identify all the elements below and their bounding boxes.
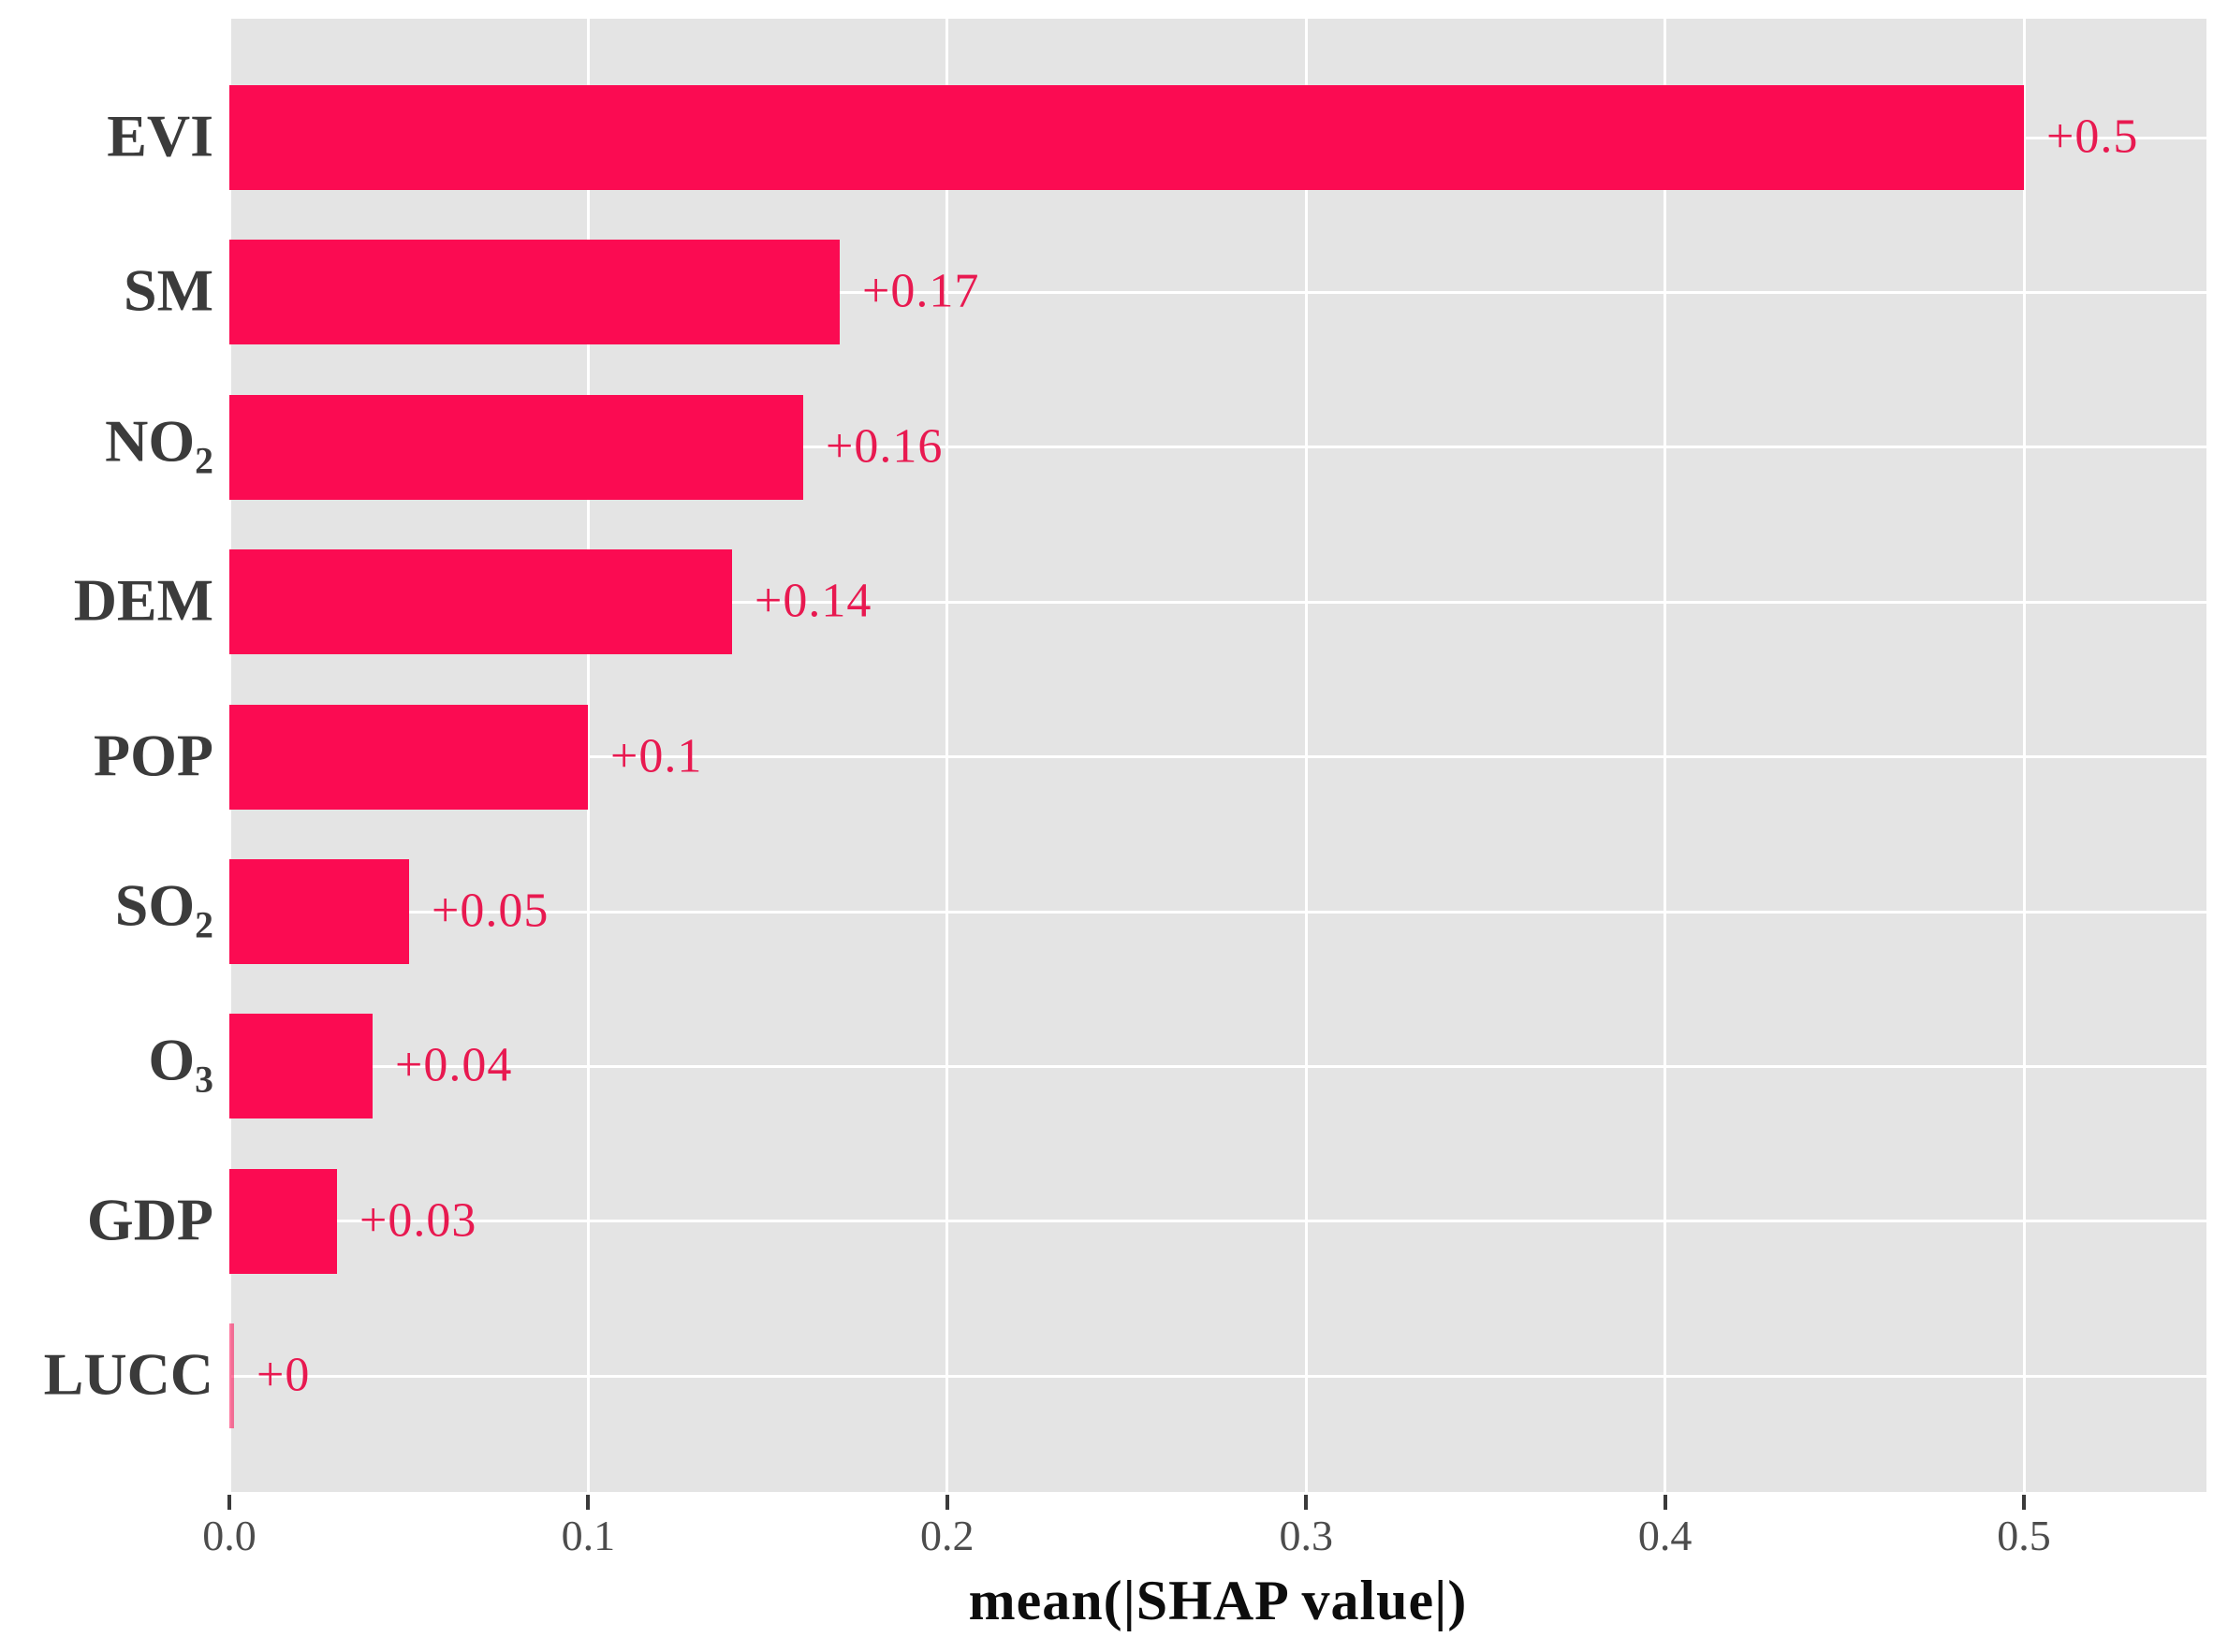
category-label: SM [0,261,213,321]
bar [229,394,803,500]
bar-value-label: +0.1 [610,728,703,782]
bar [229,85,2024,190]
category-label: SO2 [0,875,213,946]
category-label-subscript: 2 [195,440,213,482]
category-label-text: SM [124,257,213,325]
x-tick-mark [227,1495,231,1510]
gridline-vertical [1664,19,1667,1492]
x-tick-label: 0.1 [561,1512,616,1559]
gridline-vertical [1304,19,1308,1492]
bar-value-label: +0.5 [2046,110,2139,164]
category-label-text: LUCC [43,1340,213,1408]
bar-value-label: +0.05 [432,884,550,938]
category-label-subscript: 2 [195,904,213,946]
gridline-horizontal [229,910,2206,914]
gridline-horizontal [229,755,2206,759]
x-tick-label: 0.3 [1279,1512,1333,1559]
category-label: DEM [0,570,213,631]
x-tick-mark [1663,1495,1667,1510]
category-label-subscript: 3 [195,1060,213,1102]
gridline-horizontal [229,1064,2206,1068]
category-label: EVI [0,106,213,167]
bar [229,859,409,964]
category-label-text: POP [94,722,213,789]
x-tick-mark [945,1495,949,1510]
bar [229,1168,337,1274]
x-axis-title: mean(|SHAP value|) [968,1570,1468,1631]
x-tick-label: 0.2 [920,1512,975,1559]
x-tick-mark [2022,1495,2026,1510]
gridline-horizontal [229,600,2206,604]
plot-area: +0.5 +0.17 +0.16 +0.14 +0.1 +0.05 +0.04 +0.03 +0 [229,19,2206,1492]
gridline-vertical [586,19,590,1492]
bar-value-label: +0.17 [862,264,980,318]
x-tick-mark [1304,1495,1309,1510]
category-label: GDP [0,1190,213,1250]
x-tick-label: 0.5 [1997,1512,2051,1559]
gridline-horizontal [229,1220,2206,1223]
category-label-text: SO [114,871,196,939]
gridline-horizontal [229,1374,2206,1378]
bar [229,549,732,655]
bar [229,240,840,345]
bar [229,1323,234,1429]
category-label-text: DEM [73,566,213,634]
x-tick-mark [586,1495,591,1510]
category-label-text: EVI [107,102,213,169]
bar-value-label: +0.03 [359,1193,477,1248]
bar-value-label: +0.14 [755,574,872,628]
category-label-text: O [148,1027,196,1094]
x-tick-label: 0.0 [202,1512,257,1559]
bar [229,704,588,810]
gridline-vertical [2022,19,2026,1492]
category-label-text: GDP [86,1186,213,1253]
category-label: NO2 [0,411,213,480]
category-label: LUCC [0,1344,213,1405]
x-tick-label: 0.4 [1637,1512,1693,1559]
bar-value-label: +0 [257,1348,311,1402]
bar-value-label: +0.16 [826,419,944,474]
gridline-horizontal [229,290,2206,294]
bar [229,1014,373,1119]
gridline-vertical [945,19,949,1492]
category-label: POP [0,725,213,785]
gridline-horizontal [229,446,2206,449]
category-label-text: NO [105,407,196,475]
category-label: O3 [0,1031,213,1100]
bar-value-label: +0.04 [395,1038,513,1092]
